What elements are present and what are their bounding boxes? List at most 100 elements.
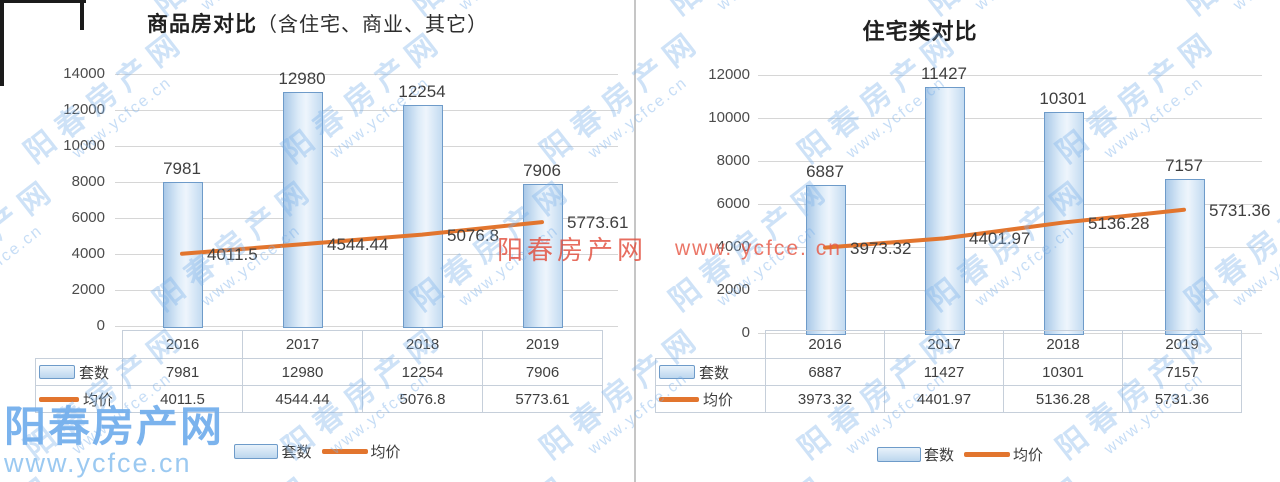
series-name: 套数 <box>699 364 730 382</box>
line-data-label: 4401.97 <box>969 229 1031 249</box>
gridline <box>758 204 1262 205</box>
y-axis-tick-label: 4000 <box>71 245 105 262</box>
bar-data-label: 12980 <box>278 69 326 89</box>
table-year-cell: 2018 <box>362 330 483 359</box>
y-axis-tick-label: 6000 <box>716 195 750 212</box>
bar-2016 <box>806 184 846 335</box>
series-name: 均价 <box>703 391 734 409</box>
legend-item-bar: 套数 <box>234 441 312 462</box>
legend-item-bar: 套数 <box>876 444 954 465</box>
y-axis-tick-label: 4000 <box>716 238 750 255</box>
line-data-label: 4011.5 <box>207 244 258 264</box>
gridline <box>115 74 618 75</box>
legend-label: 均价 <box>370 444 401 461</box>
table-value-cell: 11427 <box>884 358 1004 386</box>
gridline <box>758 290 1262 291</box>
line-series-swatch-icon <box>964 452 1010 457</box>
table-value-cell: 3973.32 <box>765 385 885 413</box>
gridline <box>115 254 618 255</box>
gridline <box>115 326 618 327</box>
chart-data-table: 2016 2017 2018 2019 套数 7981 12980 12254 7906 均价 40… <box>35 330 603 413</box>
series-name: 均价 <box>83 391 114 409</box>
bar-data-label: 6887 <box>806 161 844 181</box>
chart-data-table: 2016 2017 2018 2019 套数 6887 11427 10301 7157 均价 39… <box>655 330 1242 413</box>
line-data-label: 5136.28 <box>1088 213 1150 233</box>
line-data-label: 5731.36 <box>1209 200 1271 220</box>
line-series-swatch-icon <box>659 396 699 402</box>
line-series-swatch-icon <box>321 449 368 454</box>
table-year-cell: 2016 <box>765 330 885 359</box>
bar-series-swatch-icon <box>39 365 75 379</box>
bar-data-label: 10301 <box>1039 88 1087 108</box>
chart-title-main: 商品房对比 <box>147 13 257 36</box>
bar-series-swatch-icon <box>234 444 279 459</box>
table-value-cell: 5076.8 <box>362 385 483 413</box>
bar-series-swatch-icon <box>876 447 921 462</box>
table-value-cell: 5731.36 <box>1122 385 1242 413</box>
gridline <box>115 290 618 291</box>
screen-edge-artifact <box>0 0 86 3</box>
chart-title: 商品房对比（含住宅、商业、其它） <box>0 8 635 38</box>
chart-legend: 套数 均价 <box>635 444 1280 465</box>
table-value-cell: 4011.5 <box>122 385 243 413</box>
legend-label: 均价 <box>1013 447 1044 464</box>
bar-2019 <box>523 183 563 328</box>
chart-legend: 套数 均价 <box>0 441 635 462</box>
y-axis-tick-label: 0 <box>741 324 750 341</box>
gridline <box>115 146 618 147</box>
chart-title: 住宅类对比 <box>635 14 1205 46</box>
average-price-line <box>180 220 544 256</box>
y-axis-tick-label: 10000 <box>63 137 105 154</box>
chart-title-sub: （含住宅、商业、其它） <box>257 14 488 36</box>
legend-label: 套数 <box>923 447 954 464</box>
line-data-label: 4544.44 <box>327 235 389 255</box>
chart-panel-commercial: 商品房对比（含住宅、商业、其它） 套数 均价 14000 12000 10000 80… <box>0 0 634 482</box>
line-data-label: 5773.61 <box>567 213 629 233</box>
y-axis-tick-label: 2000 <box>716 281 750 298</box>
gridline <box>758 118 1262 119</box>
bar-2018 <box>403 105 443 328</box>
bar-data-label: 12254 <box>398 82 446 102</box>
y-axis-tick-label: 8000 <box>71 173 105 190</box>
legend-label: 套数 <box>281 444 312 461</box>
bar-data-label: 7981 <box>163 159 201 179</box>
bar-2017 <box>925 87 965 335</box>
line-data-label: 5076.8 <box>447 225 499 245</box>
y-axis-tick-label: 12000 <box>63 101 105 118</box>
screen-edge-artifact <box>80 0 84 30</box>
series-name: 套数 <box>79 364 110 382</box>
y-axis-tick-label: 0 <box>96 317 105 334</box>
table-year-cell: 2017 <box>242 330 363 359</box>
panel-divider <box>634 0 636 482</box>
gridline <box>758 161 1262 162</box>
bar-data-label: 7906 <box>523 160 561 180</box>
y-axis-tick-label: 12000 <box>708 66 750 83</box>
legend-item-line: 均价 <box>964 444 1043 465</box>
gridline <box>758 247 1262 248</box>
average-price-line <box>823 207 1186 250</box>
y-axis-tick-label: 14000 <box>63 65 105 82</box>
y-axis-tick-label: 8000 <box>716 152 750 169</box>
table-value-cell: 4401.97 <box>884 385 1004 413</box>
bar-data-label: 7157 <box>1165 156 1203 176</box>
gridline <box>115 182 618 183</box>
table-row-label: 均价 <box>655 385 766 413</box>
bar-series-swatch-icon <box>659 365 695 379</box>
screen-edge-artifact <box>0 0 4 86</box>
legend-item-line: 均价 <box>321 441 401 462</box>
table-year-cell: 2016 <box>122 330 243 359</box>
y-axis-tick-label: 2000 <box>71 281 105 298</box>
gridline <box>758 75 1262 76</box>
y-axis-tick-label: 6000 <box>71 209 105 226</box>
table-value-cell: 7157 <box>1122 358 1242 386</box>
chart-title-main: 住宅类对比 <box>862 19 978 44</box>
gridline <box>115 110 618 111</box>
bar-2017 <box>283 92 323 328</box>
table-value-cell: 4544.44 <box>242 385 363 413</box>
bar-2019 <box>1165 179 1205 335</box>
line-series-swatch-icon <box>39 396 79 402</box>
gridline <box>115 218 618 219</box>
table-row-label: 套数 <box>35 358 123 386</box>
bar-data-label: 11427 <box>920 64 967 84</box>
